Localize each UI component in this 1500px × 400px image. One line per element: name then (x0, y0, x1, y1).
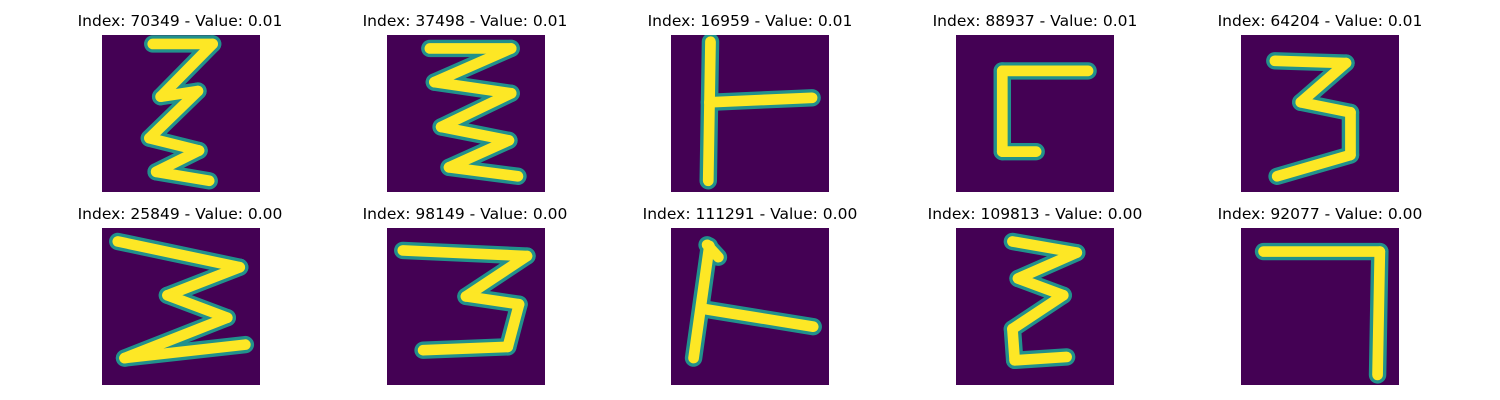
stroke-core (502, 298, 525, 353)
stroke-core (704, 92, 818, 108)
stroke-core (397, 245, 533, 262)
stroke-core (435, 121, 515, 146)
corner-glyph (993, 62, 1097, 161)
stroke-core (162, 289, 233, 324)
sigma-like-zigzag-glyph (1003, 232, 1086, 370)
panel-image (956, 35, 1114, 192)
stroke-core (1372, 246, 1386, 381)
seven-glyph (1254, 242, 1389, 384)
stroke-core (460, 291, 525, 310)
stroke-core (1012, 247, 1083, 284)
stroke-core (460, 250, 533, 302)
sigma-like-zigzag-glyph (140, 35, 222, 190)
panel-title: Index: 98149 - Value: 0.00 (362, 205, 568, 223)
stroke-core (144, 132, 205, 156)
stroke-core (429, 76, 517, 99)
three-glyph (1266, 52, 1360, 185)
stroke-core (429, 43, 517, 88)
stroke-core (697, 303, 819, 333)
panel-image (671, 228, 829, 385)
stroke-core (701, 239, 724, 263)
stroke-core (1295, 96, 1356, 118)
stroke-core (144, 85, 204, 144)
stroke-core (1269, 55, 1352, 69)
stroke-core (150, 166, 215, 187)
panel-title: Index: 16959 - Value: 0.01 (647, 12, 853, 30)
panel-image (102, 228, 260, 385)
stroke-core (443, 162, 524, 182)
panel-title: Index: 92077 - Value: 0.00 (1217, 205, 1423, 223)
stroke-core (417, 341, 514, 356)
sigma-like-zigzag-glyph (109, 232, 255, 367)
three-glyph (394, 241, 536, 359)
panel-title: Index: 25849 - Value: 0.00 (77, 205, 283, 223)
stroke-core (688, 240, 715, 364)
panel-title: Index: 88937 - Value: 0.01 (932, 12, 1138, 30)
panel-title: Index: 37498 - Value: 0.01 (362, 12, 568, 30)
stroke-core (155, 38, 218, 103)
panel-image (387, 228, 545, 385)
panel-title: Index: 64204 - Value: 0.01 (1217, 12, 1423, 30)
stroke-core (112, 236, 246, 273)
panel-title: Index: 111291 - Value: 0.00 (642, 205, 858, 223)
stroke-core (1012, 273, 1069, 301)
stroke-core (1007, 289, 1069, 335)
stroke-core (119, 339, 251, 364)
stroke-core (1007, 236, 1083, 258)
panel-image (1241, 35, 1399, 192)
sigma-like-zigzag-glyph (421, 39, 527, 185)
t-rotated-glyph (699, 35, 821, 190)
panel-title: Index: 70349 - Value: 0.01 (77, 12, 283, 30)
panel-image (671, 35, 829, 192)
stroke-core (1271, 149, 1356, 182)
image-background (671, 35, 829, 192)
stroke-core (162, 261, 246, 301)
stroke-core (443, 135, 515, 173)
panel-image (387, 35, 545, 192)
panel-image (956, 228, 1114, 385)
image-background (956, 35, 1114, 192)
stroke-core (702, 36, 716, 187)
stroke-core (1295, 57, 1352, 108)
stroke-core (435, 87, 517, 133)
panel-title: Index: 109813 - Value: 0.00 (927, 205, 1143, 223)
panel-image (1241, 228, 1399, 385)
stroke-core (1009, 351, 1072, 366)
panel-image (102, 35, 260, 192)
t-rotated-glyph (684, 236, 822, 367)
